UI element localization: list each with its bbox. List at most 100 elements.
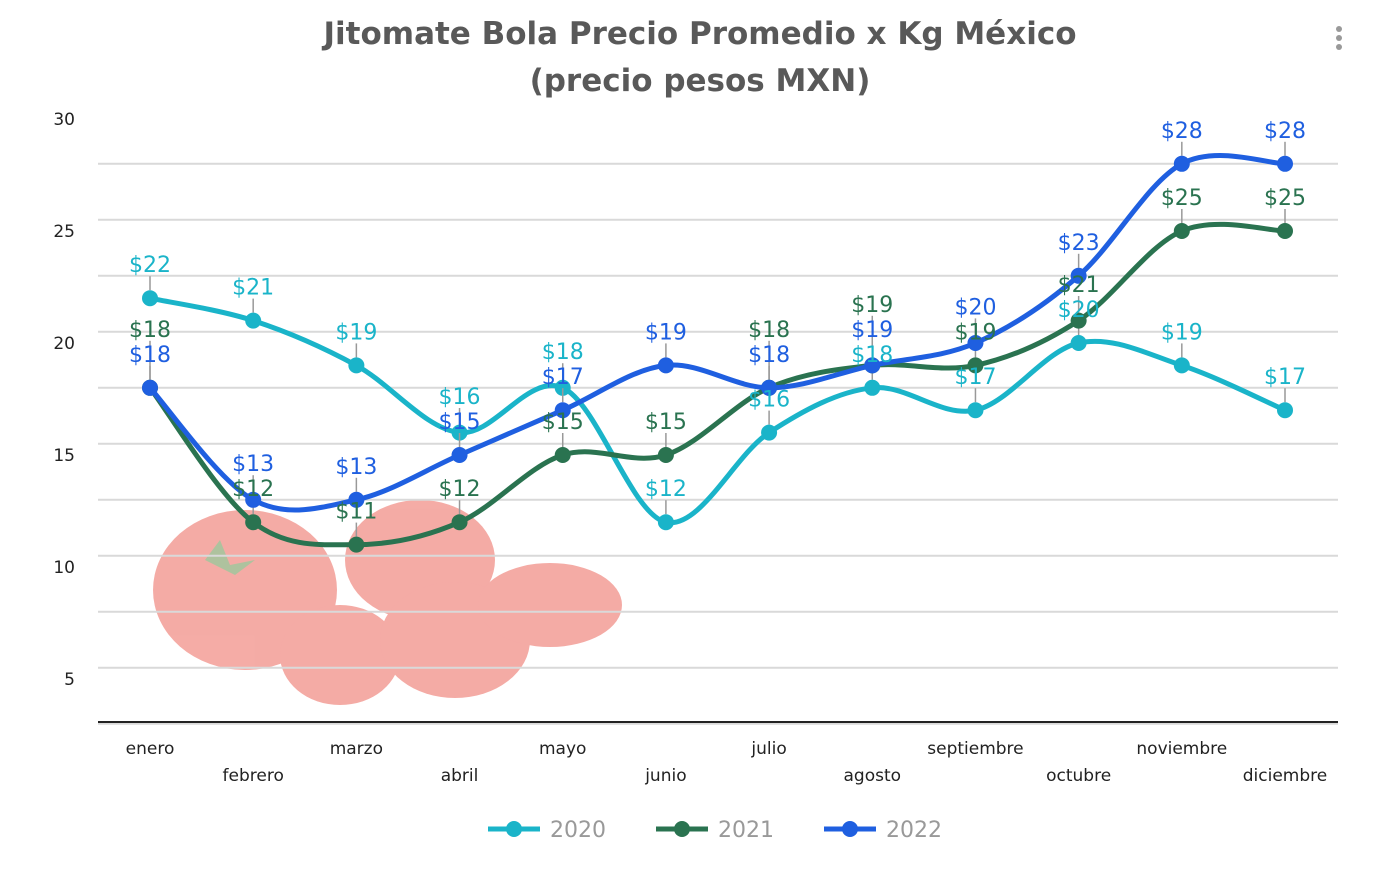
x-tick-label: diciembre: [1243, 766, 1327, 786]
data-point: [657, 447, 674, 463]
y-tick-label: 25: [53, 222, 75, 242]
data-point: [761, 379, 778, 396]
data-point: [967, 357, 984, 374]
x-tick-label: mayo: [539, 739, 586, 759]
legend-label-2021: 2021: [718, 818, 774, 843]
data-point: [348, 357, 365, 374]
chart-title: Jitomate Bola Precio Promedio x Kg Méxic…: [323, 16, 1077, 52]
data-label: $18: [129, 343, 171, 368]
data-point: [1070, 312, 1087, 329]
data-point: [348, 536, 365, 553]
data-label: $12: [645, 477, 687, 502]
x-tick-label: agosto: [843, 766, 901, 786]
series-2022: [142, 141, 1293, 513]
data-labels-2022: $18$13 $13$15$17$19$18$19$20$23$28 $28: [129, 119, 1306, 480]
data-point: [554, 402, 571, 419]
data-point: [1070, 267, 1087, 284]
legend-label-2020: 2020: [550, 818, 606, 843]
data-label: $17: [1264, 365, 1306, 390]
data-label: $22: [129, 253, 171, 278]
data-point: [1070, 335, 1087, 351]
x-tick-label: junio: [644, 766, 686, 786]
data-label: $21: [232, 276, 274, 301]
data-label: $11: [335, 500, 377, 525]
data-point: [1277, 155, 1293, 172]
data-label: $20: [1058, 298, 1100, 323]
x-tick-label: enero: [126, 739, 175, 759]
x-tick-label: marzo: [330, 739, 383, 759]
data-label: $17: [954, 365, 996, 390]
data-label: $19: [851, 293, 893, 318]
data-label: $12: [232, 477, 274, 502]
data-label: $19: [335, 320, 377, 345]
data-label: $15: [645, 410, 687, 435]
data-point: [554, 447, 571, 463]
data-label: $12: [439, 477, 481, 502]
legend-marker-2020: [506, 821, 522, 837]
series-line-2021: [148, 221, 1286, 548]
data-label: $18: [129, 318, 171, 343]
data-point: [554, 379, 571, 396]
data-label: $13: [335, 455, 377, 480]
x-tick-label: julio: [750, 739, 786, 759]
x-tick-label: abril: [441, 766, 479, 786]
x-tick-label: octubre: [1046, 766, 1111, 786]
tomato-shape: [345, 500, 495, 620]
y-tick-label: 15: [53, 446, 75, 466]
data-label: $15: [542, 410, 584, 435]
data-label: $16: [748, 388, 790, 413]
data-point: [451, 514, 468, 531]
data-labels-2020: $22$21$19$16$18$12$16$18$17$20$19$17: [129, 253, 1306, 502]
data-label: $13: [232, 452, 274, 477]
data-label: $19: [851, 318, 893, 343]
x-tick-label: febrero: [223, 766, 284, 786]
data-label: $25: [1161, 186, 1203, 211]
data-label: $17: [542, 365, 584, 390]
data-point: [967, 402, 984, 419]
more-options-icon[interactable]: [1332, 26, 1346, 53]
tomato-stem: [205, 540, 255, 575]
data-label: $21: [1058, 273, 1100, 298]
data-point: [348, 491, 365, 508]
series-2021: [142, 209, 1293, 553]
data-label: $28: [1161, 119, 1203, 144]
legend-marker-2021: [674, 821, 690, 837]
data-label: $18: [748, 318, 790, 343]
data-point: [451, 424, 468, 441]
data-label: $18: [748, 343, 790, 368]
data-point: [761, 424, 778, 441]
data-point: [864, 357, 881, 374]
data-point: [245, 312, 262, 329]
data-point: [245, 491, 262, 508]
tomato-shape: [280, 605, 400, 705]
data-point: [1277, 402, 1293, 419]
x-tick-label: noviembre: [1136, 739, 1227, 759]
data-point: [1173, 155, 1190, 172]
tomato-shape: [478, 563, 622, 647]
data-label: $20: [954, 295, 996, 320]
data-label: $16: [439, 385, 481, 410]
series-line-2022: [148, 153, 1286, 513]
data-label: $25: [1264, 186, 1306, 211]
y-tick-label: 20: [53, 334, 75, 354]
data-label: $18: [851, 343, 893, 368]
data-point: [1173, 357, 1190, 374]
tomato-background-image: [153, 500, 622, 705]
data-point: [245, 514, 262, 531]
legend-label-2022: 2022: [886, 818, 942, 843]
chart-subtitle: (precio pesos MXN): [529, 63, 871, 99]
y-tick-label: 5: [64, 670, 75, 690]
legend-marker-2022: [842, 821, 858, 837]
y-tick-label: 30: [53, 110, 75, 130]
data-point: [657, 357, 674, 374]
data-point: [451, 447, 468, 463]
series-2020: [142, 276, 1293, 531]
data-point: [142, 290, 158, 307]
data-label: $15: [439, 410, 481, 435]
data-label: $23: [1058, 231, 1100, 256]
data-point: [142, 379, 158, 396]
data-label: $18: [542, 340, 584, 365]
data-point: [657, 514, 674, 531]
data-label: $19: [645, 320, 687, 345]
